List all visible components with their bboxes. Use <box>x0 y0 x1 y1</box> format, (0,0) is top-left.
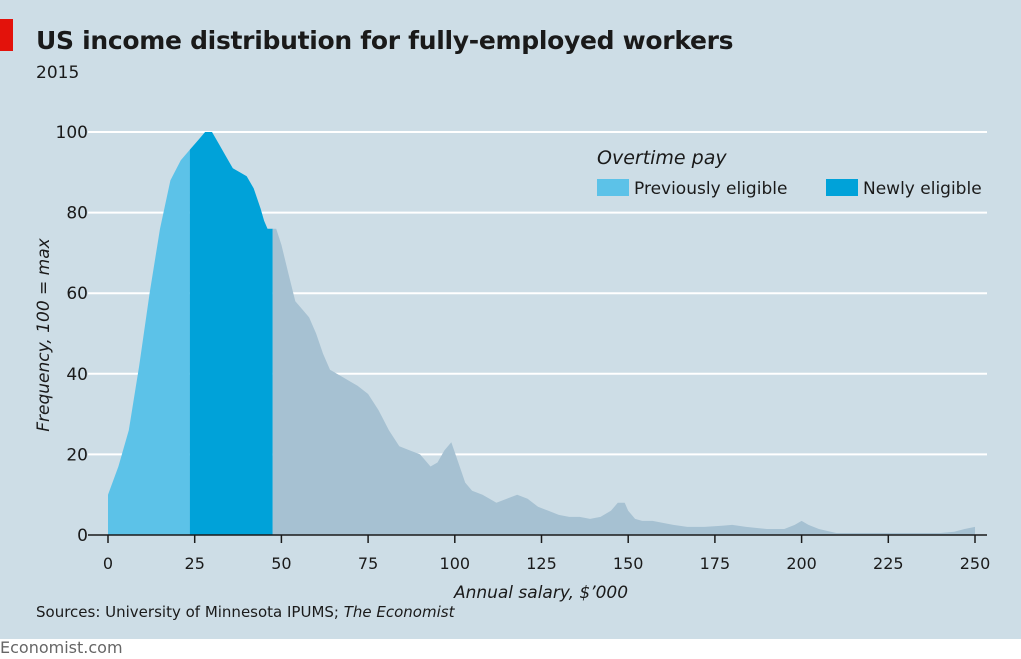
x-tick-label: 75 <box>358 554 378 573</box>
x-tick-label: 200 <box>786 554 817 573</box>
legend-label-newly-eligible: Newly eligible <box>863 179 982 199</box>
legend: Overtime pay Previously eligible Newly e… <box>597 147 982 199</box>
x-tick-label: 0 <box>103 554 113 573</box>
area-previously-eligible <box>108 149 190 535</box>
source-publisher: The Economist <box>343 603 455 621</box>
area-newly-eligible <box>189 132 273 535</box>
legend-label-previously-eligible: Previously eligible <box>634 179 787 199</box>
y-tick-label: 100 <box>56 123 88 143</box>
x-tick-label: 225 <box>873 554 904 573</box>
y-tick-label: 0 <box>77 526 88 546</box>
x-tick-label: 125 <box>526 554 557 573</box>
area-series <box>108 132 975 535</box>
x-tick-label: 175 <box>700 554 731 573</box>
brand-red-tag <box>0 19 13 51</box>
y-tick-label: 60 <box>66 284 88 304</box>
footer-credit: Economist.com <box>0 638 123 657</box>
x-axis-title: Annual salary, $’000 <box>453 583 628 603</box>
legend-swatch-previously-eligible <box>597 179 629 196</box>
x-tick-label: 150 <box>613 554 644 573</box>
axis-ticks <box>88 534 987 543</box>
chart-title: US income distribution for fully-employe… <box>36 26 734 55</box>
legend-title: Overtime pay <box>597 147 727 169</box>
y-tick-label: 80 <box>66 204 88 224</box>
y-tick-label: 40 <box>66 365 88 385</box>
x-tick-labels: 0 25 50 75 100 125 150 175 200 225 250 <box>103 554 990 573</box>
x-tick-label: 250 <box>960 554 991 573</box>
x-tick-label: 100 <box>440 554 471 573</box>
source-note: Sources: University of Minnesota IPUMS; … <box>36 603 454 621</box>
y-tick-label: 20 <box>66 445 88 465</box>
source-prefix: Sources: University of Minnesota IPUMS; <box>36 603 344 621</box>
area-not-eligible <box>272 228 975 535</box>
x-tick-label: 25 <box>185 554 205 573</box>
y-tick-labels: 0 20 40 60 80 100 <box>56 123 88 546</box>
chart-subtitle: 2015 <box>36 63 80 83</box>
chart-svg: 0 20 40 60 80 100 0 25 50 75 100 125 150 175 200 225 25… <box>34 123 990 603</box>
legend-swatch-newly-eligible <box>826 179 858 196</box>
x-tick-label: 50 <box>271 554 291 573</box>
y-axis-title: Frequency, 100 = max <box>34 237 54 431</box>
